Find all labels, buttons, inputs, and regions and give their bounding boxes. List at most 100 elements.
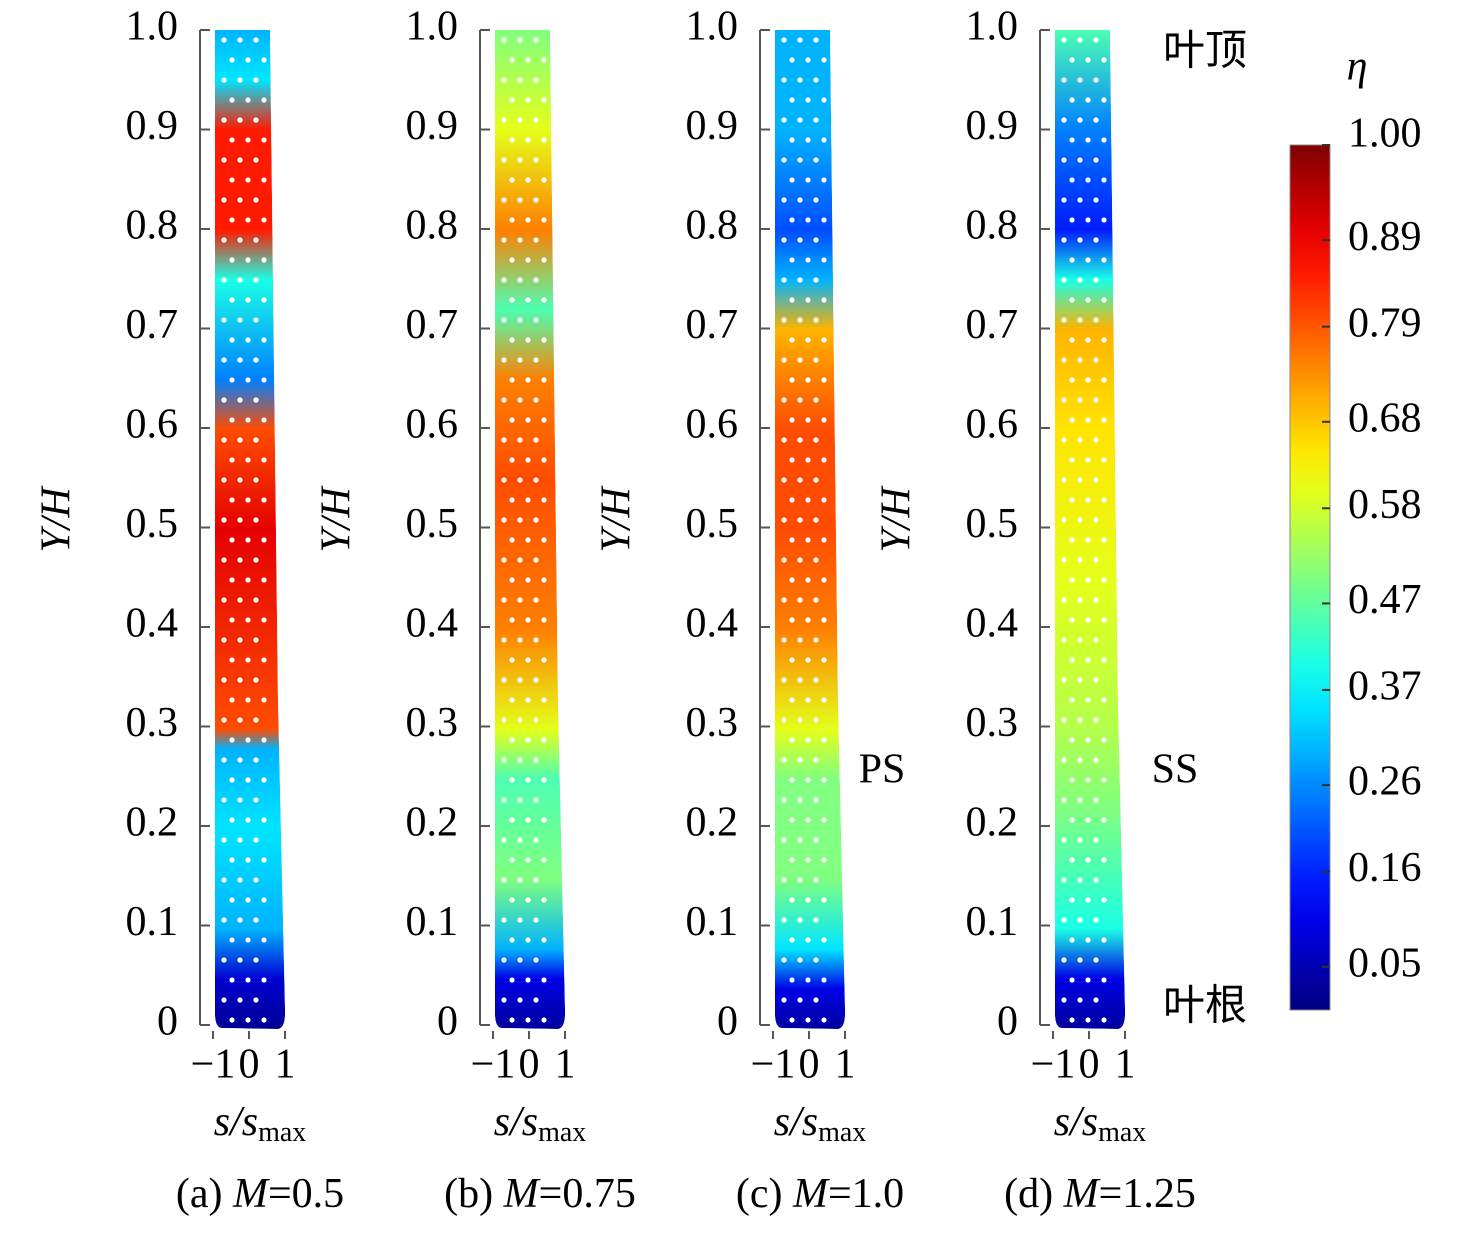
cooling-hole bbox=[789, 937, 795, 943]
cooling-hole bbox=[1077, 797, 1083, 803]
cooling-hole bbox=[1061, 477, 1067, 483]
cooling-hole bbox=[789, 737, 795, 743]
cooling-hole bbox=[789, 537, 795, 543]
cooling-hole bbox=[253, 797, 259, 803]
cooling-hole bbox=[1085, 1017, 1091, 1023]
cooling-hole bbox=[221, 957, 227, 963]
cooling-hole bbox=[245, 497, 251, 503]
cooling-hole bbox=[541, 297, 547, 303]
cooling-hole bbox=[797, 77, 803, 83]
cooling-hole bbox=[517, 877, 523, 883]
cooling-hole bbox=[1085, 57, 1091, 63]
cooling-hole bbox=[261, 137, 267, 143]
cooling-hole bbox=[813, 237, 819, 243]
cooling-hole bbox=[1085, 97, 1091, 103]
cooling-hole bbox=[237, 317, 243, 323]
cooling-hole bbox=[237, 917, 243, 923]
cooling-hole bbox=[821, 697, 827, 703]
cooling-hole bbox=[789, 97, 795, 103]
cooling-hole bbox=[789, 377, 795, 383]
cooling-hole bbox=[509, 497, 515, 503]
cooling-hole bbox=[805, 57, 811, 63]
cooling-hole bbox=[805, 537, 811, 543]
y-tick-label: 0.3 bbox=[966, 700, 1019, 746]
cooling-hole bbox=[1061, 357, 1067, 363]
y-tick-label: 1.0 bbox=[686, 4, 739, 50]
panel-caption: (d) M=1.25 bbox=[1004, 1171, 1196, 1217]
cooling-hole bbox=[261, 297, 267, 303]
cooling-hole bbox=[813, 717, 819, 723]
cooling-hole bbox=[1101, 777, 1107, 783]
cooling-hole bbox=[245, 217, 251, 223]
cooling-hole bbox=[797, 677, 803, 683]
cooling-hole bbox=[805, 257, 811, 263]
y-tick-label: 0.4 bbox=[966, 601, 1019, 647]
cooling-hole bbox=[221, 557, 227, 563]
cooling-hole bbox=[517, 517, 523, 523]
cooling-hole bbox=[509, 337, 515, 343]
y-tick-label: 0.4 bbox=[686, 601, 739, 647]
cooling-hole bbox=[525, 937, 531, 943]
cooling-hole bbox=[237, 117, 243, 123]
colorbar-tick-label: 1.00 bbox=[1348, 111, 1422, 157]
cooling-hole bbox=[237, 477, 243, 483]
cooling-hole bbox=[541, 1017, 547, 1023]
cooling-hole bbox=[261, 537, 267, 543]
cooling-hole bbox=[1085, 857, 1091, 863]
cooling-hole bbox=[1077, 37, 1083, 43]
cooling-hole bbox=[229, 377, 235, 383]
cooling-hole bbox=[253, 557, 259, 563]
cooling-hole bbox=[517, 157, 523, 163]
cooling-hole bbox=[1085, 697, 1091, 703]
cooling-hole bbox=[533, 237, 539, 243]
cooling-hole bbox=[1093, 637, 1099, 643]
cooling-hole bbox=[221, 757, 227, 763]
y-axis-label: Y/H bbox=[874, 485, 920, 553]
cooling-hole bbox=[813, 277, 819, 283]
y-tick-label: 0.8 bbox=[686, 203, 739, 249]
cooling-hole bbox=[517, 317, 523, 323]
cooling-hole bbox=[237, 877, 243, 883]
colorbar-tick-label: 0.89 bbox=[1348, 214, 1422, 260]
cooling-hole bbox=[261, 377, 267, 383]
caption-part: =1.25 bbox=[1099, 1171, 1196, 1217]
cooling-hole bbox=[253, 597, 259, 603]
cooling-hole bbox=[813, 37, 819, 43]
y-tick-label: 0.2 bbox=[406, 800, 459, 846]
x-axis-label: s/smax bbox=[494, 1099, 587, 1149]
cooling-hole bbox=[1101, 177, 1107, 183]
cooling-hole bbox=[525, 857, 531, 863]
y-tick-label: 0.9 bbox=[686, 103, 739, 149]
caption-part: (b) bbox=[444, 1171, 503, 1217]
cooling-hole bbox=[501, 717, 507, 723]
cooling-hole bbox=[781, 197, 787, 203]
cooling-hole bbox=[229, 137, 235, 143]
cooling-hole bbox=[517, 197, 523, 203]
y-tick-label: 0.8 bbox=[406, 203, 459, 249]
cooling-hole bbox=[1093, 37, 1099, 43]
cooling-hole bbox=[1101, 97, 1107, 103]
cooling-hole bbox=[1093, 317, 1099, 323]
cooling-hole bbox=[1093, 717, 1099, 723]
annotation: SS bbox=[1152, 747, 1199, 793]
cooling-hole bbox=[821, 617, 827, 623]
cooling-hole bbox=[1077, 837, 1083, 843]
cooling-hole bbox=[805, 857, 811, 863]
cooling-hole bbox=[501, 557, 507, 563]
cooling-hole bbox=[509, 657, 515, 663]
cooling-hole bbox=[821, 817, 827, 823]
cooling-hole bbox=[517, 957, 523, 963]
cooling-hole bbox=[237, 197, 243, 203]
cooling-hole bbox=[1093, 277, 1099, 283]
cooling-hole bbox=[805, 777, 811, 783]
cooling-hole bbox=[261, 937, 267, 943]
cooling-hole bbox=[821, 497, 827, 503]
cooling-hole bbox=[781, 357, 787, 363]
cooling-hole bbox=[261, 57, 267, 63]
cooling-hole bbox=[1093, 757, 1099, 763]
cooling-hole bbox=[221, 597, 227, 603]
cooling-hole bbox=[261, 497, 267, 503]
colorbar-tick-label: 0.16 bbox=[1348, 845, 1422, 891]
cooling-hole bbox=[1093, 237, 1099, 243]
cooling-hole bbox=[1085, 417, 1091, 423]
